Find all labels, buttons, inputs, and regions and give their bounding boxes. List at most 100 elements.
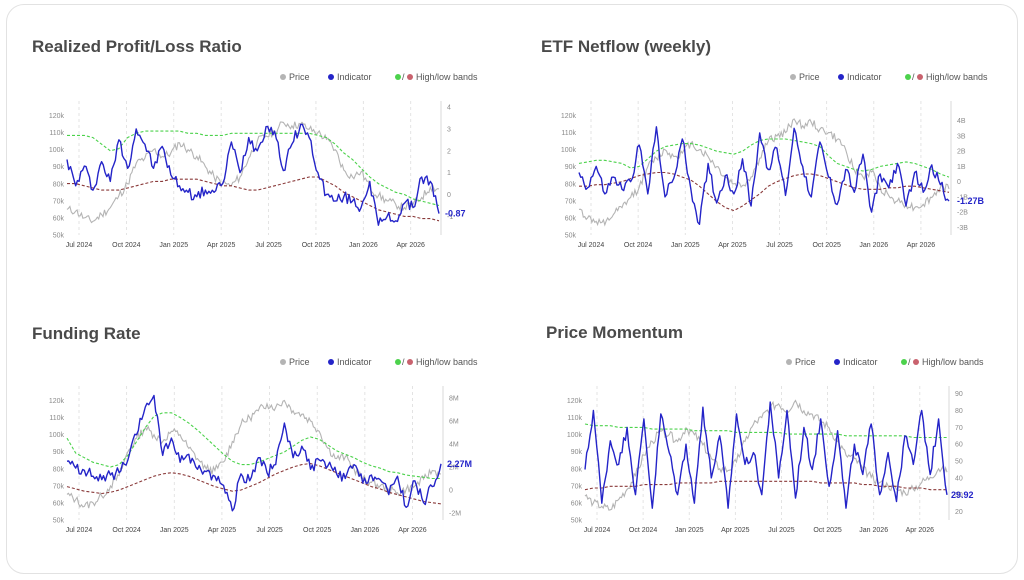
y-left-tick-label: 110k (49, 130, 64, 137)
legend-price-label: Price (795, 357, 816, 367)
y-left-tick-label: 120k (567, 398, 583, 405)
x-tick-label: Jul 2025 (255, 242, 282, 249)
dashboard-frame: Realized Profit/Loss Ratio Price Indicato… (6, 4, 1018, 574)
legend-indicator-label: Indicator (337, 357, 372, 367)
y-left-tick-label: 60k (53, 215, 65, 222)
y-left-tick-label: 60k (53, 500, 65, 507)
chart-title: Price Momentum (546, 323, 683, 342)
x-tick-label: Apr 2025 (207, 242, 236, 249)
x-tick-label: Apr 2026 (906, 527, 935, 534)
chart-legend: Price Indicator / High/low bands (786, 357, 984, 367)
y-left-tick-label: 50k (571, 518, 583, 525)
legend-price-label: Price (289, 72, 310, 82)
y-left-tick-label: 120k (49, 398, 65, 405)
chart-panel-2: ETF Netflow (weekly) Price Indicator / High… (513, 5, 1019, 290)
x-tick-label: Jan 2026 (859, 242, 888, 249)
legend-bands-label: High/low bands (416, 357, 478, 367)
chart-legend: Price Indicator / High/low bands (280, 357, 478, 367)
legend-high-band-swatch (905, 74, 911, 80)
y-right-tick-label: 60 (955, 442, 963, 449)
x-tick-label: Jan 2026 (349, 242, 378, 249)
chart-svg: Price Indicator / High/low bands Jul 2024 Oct… (567, 357, 984, 534)
y-right-tick-label: -1B (957, 194, 968, 201)
y-left-tick-label: 90k (571, 449, 583, 456)
indicator-line (578, 126, 950, 225)
y-left-tick-label: 50k (53, 233, 65, 240)
x-tick-label: Oct 2024 (112, 242, 141, 249)
x-tick-label: Jul 2025 (256, 527, 283, 534)
low-band-line (66, 462, 442, 505)
legend-high-band-swatch (395, 359, 401, 365)
x-tick-label: Apr 2025 (718, 242, 747, 249)
high-band-line (584, 423, 947, 439)
last-value-label: -0.87 (445, 209, 466, 219)
y-right-tick-label: 80 (955, 408, 963, 415)
y-left-tick-label: 80k (571, 466, 583, 473)
y-right-tick-label: -1 (447, 214, 453, 221)
y-left-tick-label: 100k (567, 432, 583, 439)
legend-bands-label: High/low bands (926, 72, 988, 82)
y-right-tick-label: 3 (447, 126, 451, 133)
legend-indicator-label: Indicator (843, 357, 878, 367)
y-right-tick-label: 0 (447, 192, 451, 199)
y-left-tick-label: 80k (53, 181, 65, 188)
y-left-tick-label: 90k (53, 449, 65, 456)
y-right-tick-label: 2M (449, 464, 459, 471)
y-left-tick-label: 60k (565, 215, 577, 222)
legend-low-band-swatch (913, 359, 919, 365)
x-tick-label: Jan 2026 (859, 527, 888, 534)
chart-title: Funding Rate (32, 324, 141, 343)
chart-panel-3: Funding Rate Price Indicator / High/low ban… (7, 290, 513, 575)
chart-svg: Price Indicator / High/low bands Jul 2024 Oct… (49, 357, 478, 534)
indicator-line (66, 123, 440, 226)
x-tick-label: Jan 2026 (350, 527, 379, 534)
x-tick-label: Oct 2024 (624, 242, 653, 249)
chart-title: ETF Netflow (weekly) (541, 37, 712, 56)
low-band-line (584, 480, 947, 491)
y-left-tick-label: 70k (565, 198, 577, 205)
y-left-tick-label: 100k (49, 432, 65, 439)
y-right-tick-label: 1B (957, 164, 966, 171)
y-right-tick-label: 30 (955, 492, 963, 499)
x-tick-label: Oct 2024 (629, 527, 658, 534)
x-tick-label: Jan 2025 (160, 527, 189, 534)
legend-high-band-swatch (395, 74, 401, 80)
x-tick-label: Jan 2025 (675, 527, 704, 534)
legend-price-label: Price (799, 72, 820, 82)
last-value-label: -1.27B (957, 196, 985, 206)
y-right-tick-label: 50 (955, 459, 963, 466)
legend-indicator-label: Indicator (337, 72, 372, 82)
x-tick-label: Jul 2024 (578, 242, 605, 249)
last-value-label: 2.27M (447, 459, 472, 469)
y-left-tick-label: 100k (561, 147, 577, 154)
y-right-tick-label: 8M (449, 395, 459, 402)
legend-low-band-swatch (917, 74, 923, 80)
y-left-tick-label: 120k (561, 113, 577, 120)
x-tick-label: Oct 2024 (112, 527, 141, 534)
y-left-tick-label: 110k (561, 130, 576, 137)
legend-band-separator: / (912, 72, 915, 82)
chart-legend: Price Indicator / High/low bands (790, 72, 988, 82)
chart-svg: Price Indicator / High/low bands Jul 2024 Oct… (49, 72, 478, 249)
y-left-tick-label: 90k (565, 164, 577, 171)
y-right-tick-label: 1 (447, 170, 451, 177)
y-left-tick-label: 80k (565, 181, 577, 188)
legend-band-separator: / (402, 72, 405, 82)
legend-indicator-swatch (328, 74, 334, 80)
x-tick-label: Apr 2025 (721, 527, 750, 534)
x-tick-label: Jul 2025 (766, 242, 793, 249)
legend-price-swatch (790, 74, 796, 80)
legend-indicator-swatch (328, 359, 334, 365)
y-left-tick-label: 50k (565, 233, 577, 240)
x-tick-label: Jan 2025 (671, 242, 700, 249)
y-right-tick-label: 0 (957, 179, 961, 186)
legend-band-separator: / (908, 357, 911, 367)
y-left-tick-label: 90k (53, 164, 65, 171)
legend-high-band-swatch (901, 359, 907, 365)
legend-price-swatch (280, 74, 286, 80)
y-right-tick-label: 2 (447, 148, 451, 155)
x-tick-label: Jul 2024 (66, 527, 93, 534)
y-right-tick-label: 2B (957, 149, 966, 156)
legend-indicator-label: Indicator (847, 72, 882, 82)
high-band-line (66, 412, 441, 480)
